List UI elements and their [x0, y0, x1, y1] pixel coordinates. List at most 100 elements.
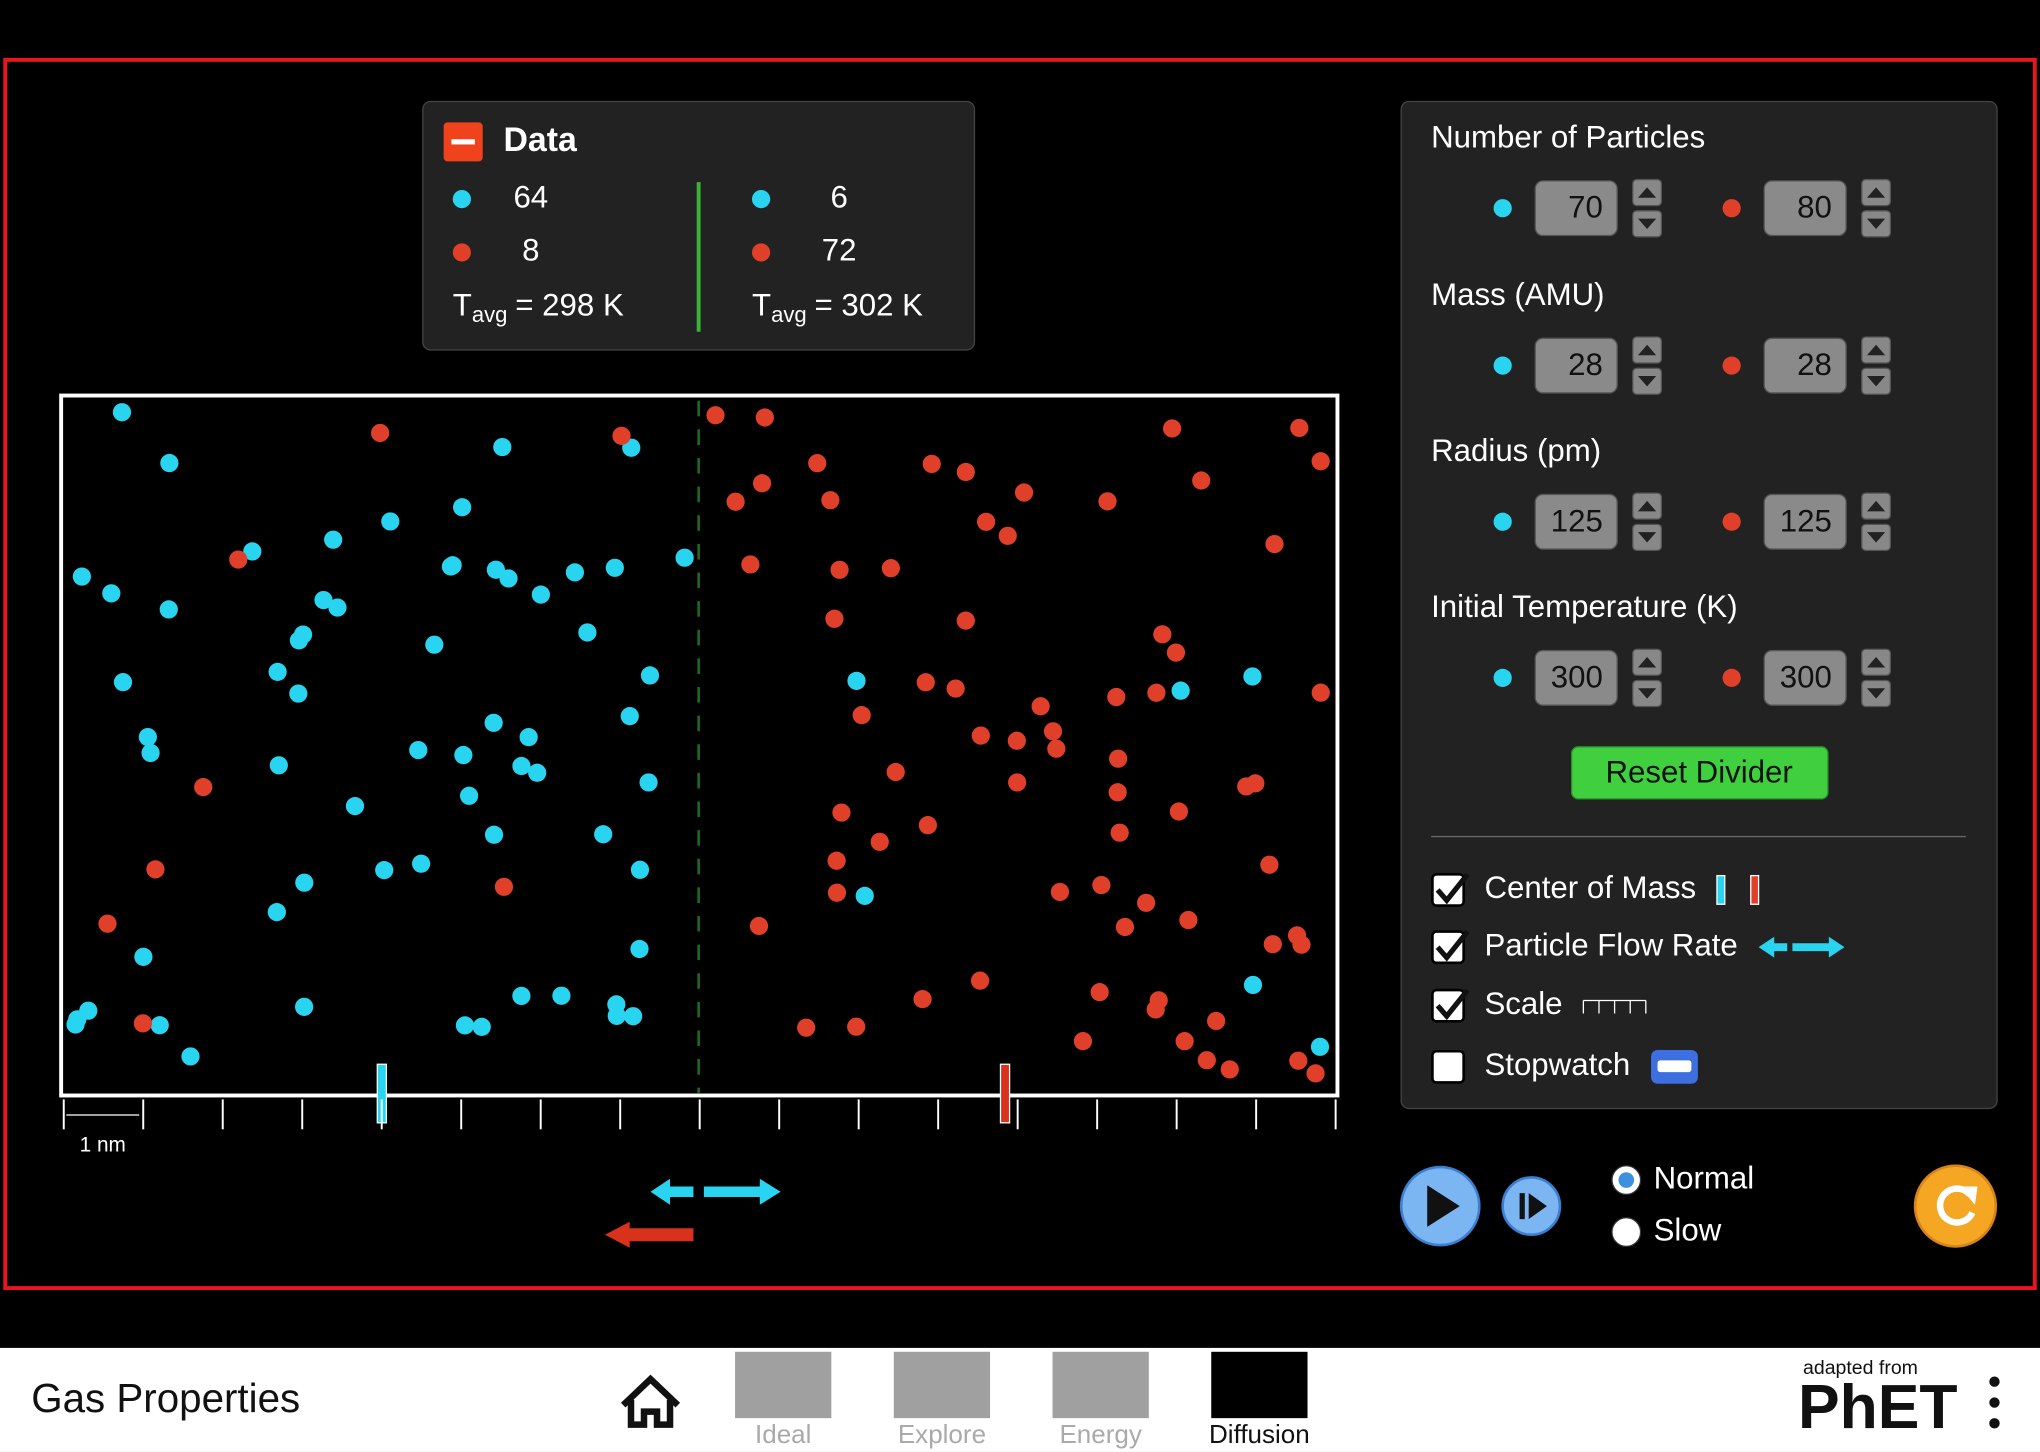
particle	[425, 635, 444, 654]
home-button[interactable]	[620, 1374, 681, 1428]
checkbox[interactable]	[1431, 1049, 1465, 1084]
particle	[295, 873, 314, 892]
arrow-icon	[1637, 187, 1657, 198]
particle	[852, 706, 871, 725]
particle	[552, 986, 571, 1005]
control-label: Initial Temperature (K)	[1431, 589, 1738, 624]
arrow-icon	[1637, 344, 1657, 356]
particle-icon	[1722, 356, 1741, 375]
particle	[594, 825, 613, 844]
temp-subscript: avg	[472, 302, 508, 327]
checkbox[interactable]	[1431, 988, 1465, 1023]
tab-icon[interactable]	[1211, 1351, 1308, 1419]
particle	[755, 408, 774, 427]
menu-dot[interactable]	[1989, 1418, 2000, 1429]
checkbox[interactable]	[1431, 873, 1465, 907]
particle	[324, 530, 343, 549]
particle	[229, 550, 248, 569]
tab-label: Diffusion	[1209, 1419, 1310, 1449]
particle	[1047, 739, 1066, 758]
reset-icon	[1936, 1185, 1976, 1226]
particle	[472, 1017, 491, 1036]
spinner-value: 28	[1568, 347, 1603, 382]
red-count: 72	[822, 233, 857, 268]
particle	[916, 673, 935, 692]
particle	[512, 756, 531, 776]
particle	[1115, 917, 1135, 937]
checkbox-label: Scale	[1484, 986, 1562, 1021]
particle	[150, 1016, 169, 1035]
spinner-value: 125	[1551, 503, 1603, 538]
particle	[102, 584, 121, 603]
particle	[381, 512, 400, 531]
menu-dot[interactable]	[1989, 1397, 2000, 1408]
particle	[1197, 1051, 1216, 1070]
particle	[607, 1006, 626, 1025]
arrow-icon	[1866, 688, 1886, 699]
tab-icon[interactable]	[1052, 1351, 1149, 1419]
particle	[1237, 777, 1256, 796]
checkbox[interactable]	[1431, 930, 1465, 965]
particle	[160, 453, 179, 473]
reset-divider-button[interactable]	[1570, 746, 1829, 800]
particle	[370, 423, 390, 443]
arrow-icon	[1637, 500, 1657, 512]
particle	[1290, 418, 1309, 438]
arrow-icon	[1866, 344, 1886, 356]
particle	[752, 474, 772, 493]
tab-icon[interactable]	[735, 1351, 832, 1419]
particle	[1073, 1032, 1093, 1051]
particle	[1169, 802, 1189, 821]
particle	[1192, 471, 1211, 490]
particle-icon	[1493, 512, 1512, 531]
particle	[512, 986, 531, 1006]
particle	[528, 763, 547, 782]
particle	[1092, 875, 1111, 895]
particle	[970, 971, 990, 990]
particle	[971, 726, 990, 745]
spinner-field	[1763, 337, 1847, 394]
particle	[494, 877, 514, 896]
particle	[112, 403, 132, 422]
particle	[1263, 935, 1282, 954]
radio[interactable]	[1611, 1217, 1642, 1248]
arrow-icon	[1866, 532, 1886, 543]
particle	[486, 560, 505, 579]
particle	[1162, 419, 1182, 438]
particle	[268, 662, 287, 682]
particle-icon	[751, 189, 771, 209]
particle	[827, 851, 846, 870]
reset-all-button[interactable]	[1913, 1164, 1998, 1248]
spinner-field	[1763, 180, 1847, 237]
spinner-field	[1534, 337, 1618, 394]
particle	[459, 786, 479, 805]
particle	[79, 1001, 98, 1020]
particle	[998, 526, 1017, 545]
spinner-field	[1763, 649, 1847, 706]
spinner-value: 70	[1568, 190, 1603, 225]
red-count: 8	[522, 233, 539, 268]
particle	[881, 559, 900, 578]
particle	[146, 860, 165, 879]
blue-count: 6	[830, 179, 847, 214]
menu-dot[interactable]	[1989, 1376, 2000, 1387]
particle	[808, 454, 827, 473]
radio-dot	[1618, 1172, 1635, 1188]
particle	[1090, 983, 1109, 1002]
particle	[455, 1016, 475, 1035]
particle	[1107, 687, 1126, 707]
phet-logo: PhET	[1798, 1372, 1958, 1442]
particle	[72, 567, 91, 586]
particle	[956, 462, 975, 482]
arrow-icon	[1866, 657, 1886, 668]
particle-icon	[452, 189, 471, 209]
particle	[1171, 681, 1190, 700]
particle	[630, 860, 650, 879]
spinner-value: 300	[1551, 659, 1603, 694]
tab-icon[interactable]	[893, 1351, 991, 1419]
checkmark	[1435, 929, 1470, 962]
particle	[605, 558, 624, 577]
particle	[976, 512, 996, 531]
